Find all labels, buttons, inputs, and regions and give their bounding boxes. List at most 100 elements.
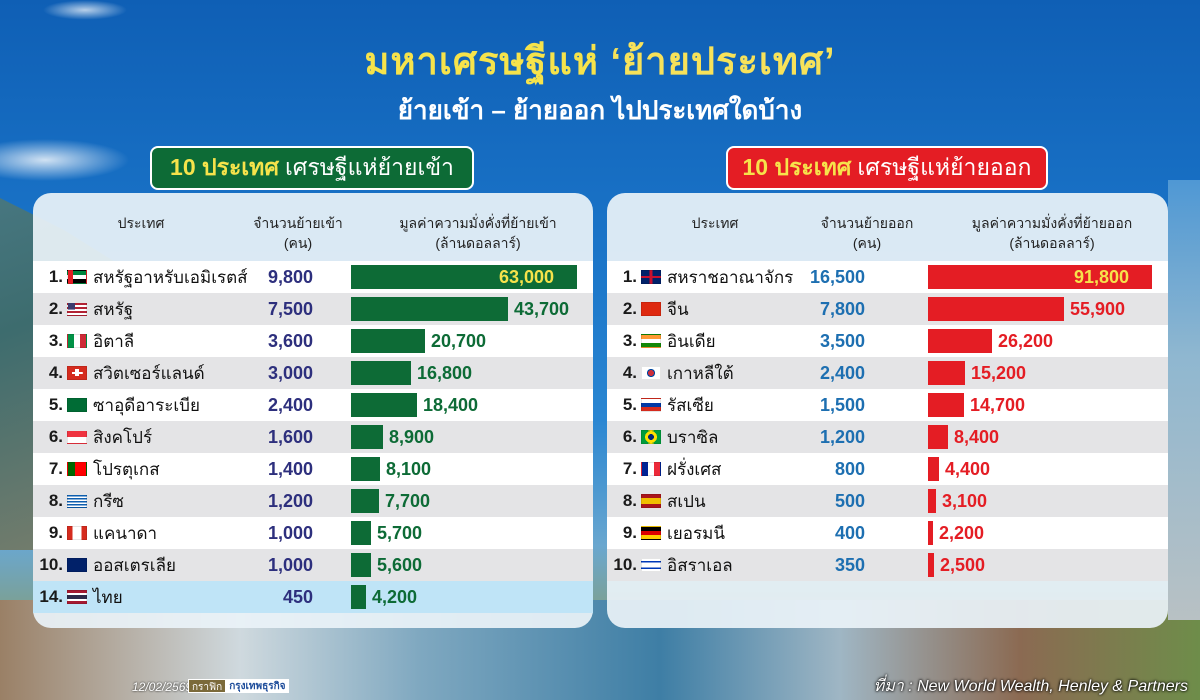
value-bar [351, 521, 371, 545]
germany-flag-icon [641, 526, 661, 540]
value-bar [928, 425, 948, 449]
australia-flag-icon [67, 558, 87, 572]
wealth-value: 18,400 [423, 394, 479, 415]
usa-flag-icon [67, 302, 87, 316]
inflow-col-value-unit: (ล้านดอลลาร์) [435, 235, 521, 251]
migrant-count: 350 [834, 554, 865, 575]
migrant-count: 9,800 [267, 266, 313, 287]
value-bar [928, 489, 936, 513]
thailand-flag-icon [67, 590, 87, 604]
value-bar [351, 329, 425, 353]
saudi-flag-icon [67, 398, 87, 412]
israel-flag-icon [641, 558, 661, 572]
inflow-badge-highlight: 10 ประเทศ [170, 154, 279, 180]
india-flag-icon [641, 334, 661, 348]
outflow-badge-highlight: 10 ประเทศ [742, 154, 852, 180]
migrant-count: 7,500 [267, 298, 313, 319]
wealth-value: 63,000 [499, 266, 555, 287]
footer-logo: กราฟิก กรุงเทพธุรกิจ [188, 679, 289, 693]
wealth-value: 2,200 [939, 522, 985, 543]
table-row: 1. สหรัฐอาหรับเอมิเรตส์ 9,800 63,000 [33, 261, 593, 293]
country-name: กรีซ [93, 491, 124, 511]
footer-logo-brand: กรุงเทพธุรกิจ [226, 679, 289, 693]
wealth-value: 7,700 [385, 490, 431, 511]
migrant-count: 450 [282, 586, 313, 607]
migrant-count: 500 [834, 490, 865, 511]
value-bar [928, 553, 934, 577]
canada-flag-icon [67, 526, 87, 540]
outflow-col-value-unit: (ล้านดอลลาร์) [1009, 235, 1095, 251]
country-name: เกาหลีใต้ [667, 363, 734, 383]
table-row: 3. อิตาลี 3,600 20,700 [33, 325, 593, 357]
wealth-value: 4,200 [372, 586, 418, 607]
inflow-col-value-label: มูลค่าความมั่งคั่งที่ย้ายเข้า [399, 215, 557, 231]
country-name: สหราชอาณาจักร [667, 267, 794, 287]
country-name: โปรตุเกส [93, 459, 160, 479]
inflow-col-count-label: จำนวนย้ายเข้า [253, 215, 343, 231]
rank-label: 1. [48, 267, 63, 286]
migrant-count: 1,600 [267, 426, 313, 447]
wealth-value: 8,400 [954, 426, 1000, 447]
country-name: รัสเซีย [667, 395, 714, 415]
inflow-badge-text: เศรษฐีแห่ย้ายเข้า [284, 154, 454, 180]
table-row: 9. แคนาดา 1,000 5,700 [33, 517, 593, 549]
value-bar [351, 585, 366, 609]
wealth-value: 43,700 [514, 298, 570, 319]
outflow-col-value-label: มูลค่าความมั่งคั่งที่ย้ายออก [971, 215, 1133, 231]
brazil-flag-icon [641, 430, 661, 444]
title-main: มหาเศรษฐีแห่ [364, 41, 611, 83]
wealth-value: 91,800 [1074, 266, 1130, 287]
country-name: อิสราเอล [667, 555, 733, 575]
migrant-count: 1,400 [267, 458, 313, 479]
value-bar [928, 329, 992, 353]
value-bar [351, 265, 577, 289]
wealth-value: 3,100 [942, 490, 988, 511]
table-row: 9. เยอรมนี 400 2,200 [607, 517, 1168, 549]
switzerland-flag-icon [67, 366, 87, 380]
outflow-panel: ประเทศ จำนวนย้ายออก (คน) มูลค่าความมั่งค… [607, 193, 1168, 628]
value-bar [928, 521, 933, 545]
country-name: สเปน [667, 491, 706, 511]
wealth-value: 55,900 [1070, 298, 1126, 319]
inflow-rows: 1. สหรัฐอาหรับเอมิเรตส์ 9,800 63,000 2. สหรัฐ… [33, 261, 593, 613]
page-title: มหาเศรษฐีแห่ ‘ย้ายประเทศ’ [0, 30, 1200, 91]
wealth-value: 16,800 [417, 362, 473, 383]
rank-label: 7. [48, 459, 63, 478]
table-row: 10. ออสเตรเลีย 1,000 5,600 [33, 549, 593, 581]
table-row: 5. ซาอุดีอาระเบีย 2,400 18,400 [33, 389, 593, 421]
rank-label: 5. [48, 395, 63, 414]
migrant-count: 3,600 [267, 330, 313, 351]
wealth-value: 2,500 [940, 554, 986, 575]
table-row: 14. ไทย 450 4,200 [33, 581, 593, 613]
france-flag-icon [641, 462, 661, 476]
migrant-count: 1,200 [819, 426, 865, 447]
migrant-count: 1,200 [267, 490, 313, 511]
inflow-badge: 10 ประเทศ เศรษฐีแห่ย้ายเข้า [150, 146, 474, 190]
country-name: เยอรมนี [667, 523, 725, 543]
wealth-value: 15,200 [971, 362, 1027, 383]
rank-label: 6. [48, 427, 63, 446]
rank-label: 4. [48, 363, 63, 382]
table-row: 1. สหราชอาณาจักร 16,500 91,800 [607, 261, 1168, 293]
country-name: บราซิล [667, 427, 719, 447]
migrant-count: 3,500 [819, 330, 865, 351]
table-row: 6. สิงคโปร์ 1,600 8,900 [33, 421, 593, 453]
table-row: 4. สวิตเซอร์แลนด์ 3,000 16,800 [33, 357, 593, 389]
value-bar [351, 553, 371, 577]
wealth-value: 8,900 [389, 426, 435, 447]
migrant-count: 2,400 [267, 394, 313, 415]
rank-label: 7. [622, 459, 637, 478]
value-bar [928, 265, 1152, 289]
country-name: อินเดีย [667, 331, 716, 351]
value-bar [351, 425, 383, 449]
migrant-count: 16,500 [809, 266, 865, 287]
country-name: อิตาลี [93, 331, 135, 351]
table-row: 10. อิสราเอล 350 2,500 [607, 549, 1168, 581]
migrant-count: 1,000 [267, 554, 313, 575]
table-row: 2. สหรัฐ 7,500 43,700 [33, 293, 593, 325]
rank-label: 9. [48, 523, 63, 542]
rank-label: 4. [622, 363, 637, 382]
country-name: ซาอุดีอาระเบีย [93, 395, 200, 415]
inflow-col-value: มูลค่าความมั่งคั่งที่ย้ายเข้า (ล้านดอลลา… [378, 213, 578, 253]
value-bar [351, 457, 380, 481]
